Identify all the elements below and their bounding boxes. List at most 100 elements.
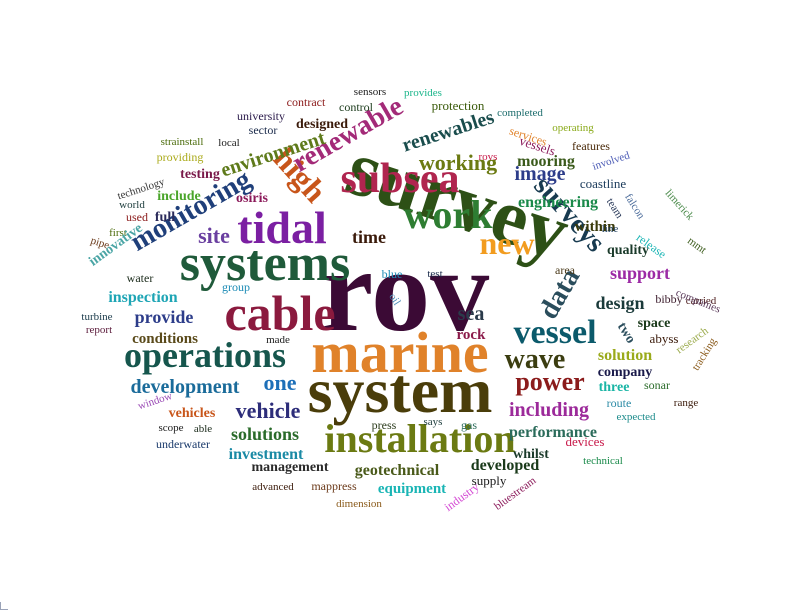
cloud-word-devices: devices: [566, 434, 605, 449]
cloud-word-coastline: coastline: [580, 176, 626, 191]
cloud-word-engineering: engineering: [518, 194, 598, 211]
cloud-word-design: design: [595, 293, 644, 313]
corner-resize-mark: [0, 602, 8, 610]
cloud-word-image: image: [514, 163, 565, 185]
cloud-word-able: able: [194, 423, 212, 435]
cloud-word-full: full: [155, 210, 175, 225]
cloud-word-marine: marine: [311, 320, 488, 385]
cloud-word-water: water: [127, 271, 154, 285]
cloud-word-power: power: [515, 367, 584, 396]
cloud-word-management: management: [252, 460, 329, 475]
cloud-word-contract: contract: [287, 95, 326, 109]
cloud-word-oil: oil: [386, 291, 402, 307]
cloud-word-features: features: [572, 139, 610, 153]
cloud-word-vessel: vessel: [513, 314, 596, 351]
cloud-word-test: test: [427, 268, 442, 280]
cloud-word-whilst: whilst: [513, 447, 549, 462]
cloud-word-world: world: [119, 199, 145, 211]
cloud-word-sensors: sensors: [354, 86, 386, 98]
cloud-word-abyss: abyss: [650, 331, 679, 346]
cloud-word-local: local: [218, 137, 239, 149]
cloud-word-provides: provides: [404, 87, 442, 99]
cloud-word-group: group: [222, 280, 250, 294]
cloud-word-operating: operating: [552, 122, 594, 134]
cloud-word-pipe: pipe: [89, 235, 111, 252]
cloud-word-working: working: [419, 150, 497, 175]
cloud-word-blue: blue: [382, 267, 403, 281]
cloud-word-technical: technical: [583, 455, 623, 467]
cloud-word-sea: sea: [458, 303, 485, 325]
cloud-word-range: range: [674, 397, 699, 409]
cloud-word-installation: installation: [324, 416, 515, 461]
cloud-word-carried: carried: [686, 295, 717, 307]
cloud-word-completed: completed: [497, 107, 543, 119]
cloud-word-report: report: [86, 324, 112, 336]
cloud-word-including: including: [509, 399, 589, 421]
cloud-word-osiris: osiris: [236, 191, 268, 206]
cloud-word-developed: developed: [471, 457, 540, 474]
cloud-word-falcon: falcon: [622, 192, 647, 222]
cloud-word-rock: rock: [457, 327, 487, 343]
cloud-word-wave: wave: [505, 344, 566, 375]
cloud-word-geotechnical: geotechnical: [355, 462, 440, 479]
cloud-word-advanced: advanced: [252, 481, 294, 493]
cloud-word-university: university: [237, 109, 285, 123]
cloud-word-turbine: turbine: [81, 311, 112, 323]
cloud-word-site: site: [198, 223, 230, 248]
cloud-word-industry: industry: [442, 480, 482, 514]
cloud-word-control: control: [339, 100, 374, 114]
cloud-word-solution: solution: [598, 347, 652, 364]
cloud-word-subsea: subsea: [340, 156, 459, 202]
cloud-word-team: team: [604, 196, 626, 221]
cloud-word-line: line: [602, 223, 619, 235]
cloud-word-provide: provide: [135, 307, 194, 327]
cloud-word-work: work: [404, 192, 494, 237]
cloud-word-sector: sector: [249, 123, 278, 137]
cloud-word-solutions: solutions: [231, 424, 299, 444]
cloud-word-include: include: [157, 189, 201, 204]
cloud-word-mooring: mooring: [517, 153, 575, 170]
cloud-word-protection: protection: [432, 98, 485, 113]
cloud-word-rovs: rovs: [479, 151, 498, 163]
cloud-word-made: made: [266, 334, 290, 346]
cloud-word-inspection: inspection: [108, 289, 177, 306]
cloud-word-first: first: [109, 227, 127, 239]
cloud-word-mappress: mappress: [311, 479, 357, 493]
cloud-word-development: development: [131, 376, 240, 398]
cloud-word-gas: gas: [461, 418, 477, 432]
cloud-word-new: new: [479, 225, 534, 261]
cloud-word-limerick: limerick: [663, 187, 697, 223]
cloud-word-area: area: [555, 263, 576, 277]
cloud-word-tidal: tidal: [237, 202, 326, 253]
cloud-word-dimension: dimension: [336, 498, 382, 510]
cloud-word-two: two: [614, 320, 638, 346]
cloud-word-system: system: [308, 355, 493, 426]
cloud-word-testing: testing: [180, 167, 220, 182]
cloud-word-designed: designed: [296, 117, 348, 132]
cloud-word-press: press: [372, 418, 397, 432]
cloud-word-within: within: [575, 219, 617, 235]
cloud-word-quality: quality: [607, 243, 649, 258]
cloud-word-equipment: equipment: [378, 481, 446, 497]
cloud-word-rov: rov: [321, 225, 489, 356]
cloud-word-providing: providing: [157, 150, 204, 164]
cloud-word-investment: investment: [229, 446, 304, 463]
cloud-word-expected: expected: [616, 411, 656, 423]
cloud-word-time: time: [352, 227, 386, 247]
cloud-word-scope: scope: [158, 422, 183, 434]
cloud-word-operations: operations: [124, 335, 286, 375]
cloud-word-performance: performance: [509, 424, 597, 441]
cloud-word-supply: supply: [472, 473, 507, 488]
cloud-word-space: space: [638, 316, 671, 331]
cloud-word-conditions: conditions: [132, 331, 198, 347]
cloud-word-says: says: [424, 416, 443, 428]
cloud-word-sonar: sonar: [644, 378, 670, 392]
cloud-word-route: route: [607, 396, 632, 410]
cloud-word-one: one: [264, 370, 297, 395]
cloud-word-systems: systems: [180, 235, 350, 292]
cloud-word-cable: cable: [224, 285, 335, 341]
cloud-word-vehicles: vehicles: [169, 406, 216, 421]
cloud-word-mmt: mmt: [685, 235, 708, 257]
cloud-word-used: used: [126, 210, 148, 224]
